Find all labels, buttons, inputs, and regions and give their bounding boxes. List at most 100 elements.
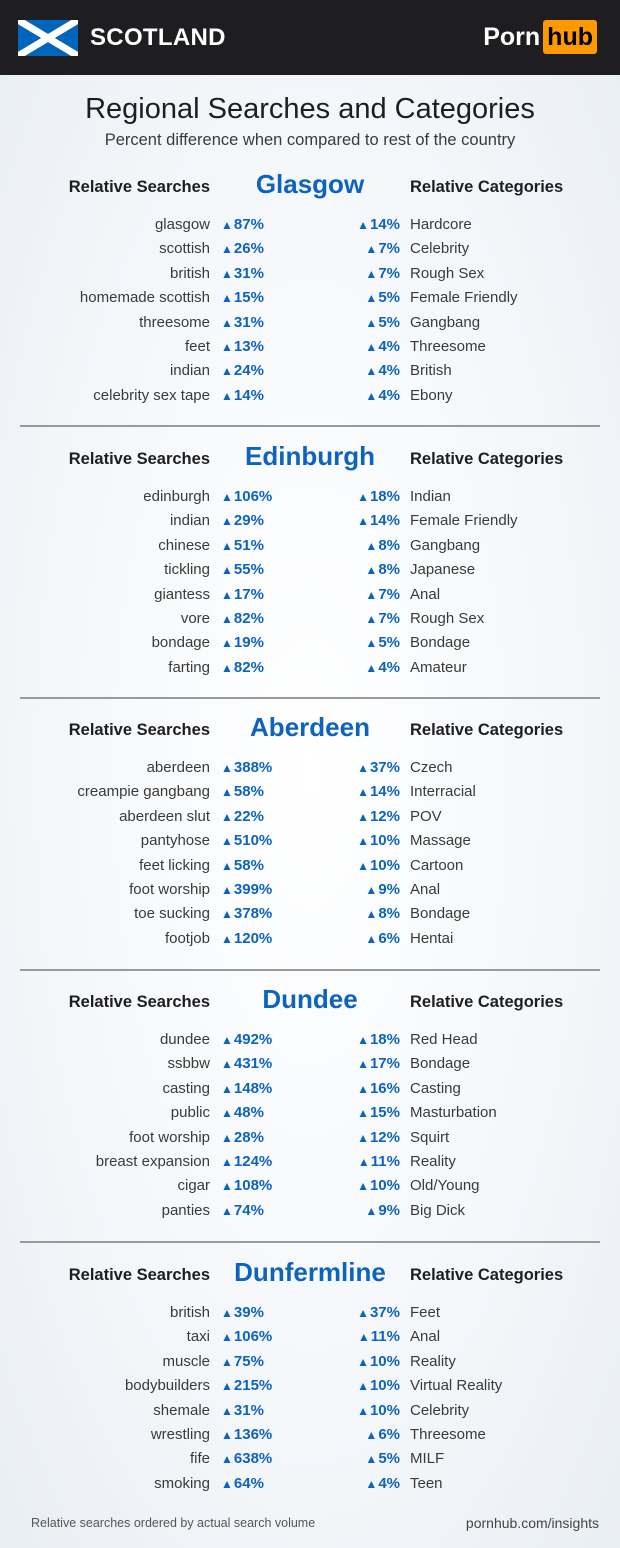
up-triangle-icon: ▲ [221,1081,233,1096]
relative-categories-heading: Relative Categories [410,721,564,739]
relative-searches-heading: Relative Searches [68,450,210,468]
up-triangle-icon: ▲ [365,612,378,626]
search-term: dundee [159,1031,210,1048]
table-row: scottish ▲26% ▲7% Celebrity [0,240,620,262]
category-percent-value: 14% [369,783,400,801]
category-percent: ▲4% [365,387,400,404]
up-triangle-icon: ▲ [221,1403,233,1418]
search-percent-value: 638% [233,1450,273,1468]
up-triangle-icon: ▲ [221,1033,233,1047]
up-triangle-icon: ▲ [365,315,378,330]
category-percent-value: 10% [369,1177,400,1195]
table-row: footjob ▲120% ▲6% Hentai [0,930,620,952]
search-percent-value: 215% [233,1377,273,1395]
relative-categories-heading: Relative Categories [410,1266,564,1284]
section-divider [20,697,600,699]
up-triangle-icon: ▲ [221,883,233,897]
search-percent: ▲64% [221,1475,264,1492]
category-percent: ▲8% [365,537,400,554]
search-percent-value: 431% [233,1055,273,1073]
search-term: taxi [186,1328,210,1346]
table-row: dundee ▲492% ▲18% Red Head [0,1031,620,1053]
region-section-glasgow: Relative Searches Glasgow Relative Categor… [0,169,620,460]
category-percent: ▲7% [365,610,400,627]
table-row: pantyhose ▲510% ▲10% Massage [0,832,620,854]
search-percent: ▲29% [221,512,264,529]
up-triangle-icon: ▲ [357,1130,369,1145]
search-percent: ▲15% [221,289,264,306]
search-percent: ▲48% [221,1104,264,1121]
up-triangle-icon: ▲ [221,218,233,232]
category-percent: ▲11% [358,1328,400,1345]
relative-searches-heading: Relative Searches [68,178,210,196]
search-term: breast expansion [95,1153,210,1170]
category-percent-value: 18% [369,1031,400,1048]
up-triangle-icon: ▲ [221,1155,233,1169]
category-name: Celebrity [410,1401,470,1419]
category-percent: ▲6% [365,1426,400,1443]
up-triangle-icon: ▲ [221,809,233,824]
table-row: edinburgh ▲106% ▲18% Indian [0,488,620,510]
relative-categories-heading: Relative Categories [410,993,564,1011]
table-row: foot worship ▲399% ▲9% Anal [0,881,620,903]
category-name: Squirt [410,1128,450,1146]
category-percent-value: 11% [370,1153,400,1170]
search-percent: ▲55% [221,561,264,578]
search-term: feet [184,338,210,355]
up-triangle-icon: ▲ [365,1428,378,1442]
category-name: Rough Sex [410,264,485,282]
category-percent-value: 4% [378,362,400,380]
category-name: Big Dick [410,1201,466,1219]
category-name: Female Friendly [410,289,518,307]
search-term: indian [169,512,210,530]
table-row: wrestling ▲136% ▲6% Threesome [0,1426,620,1448]
search-term: bodybuilders [124,1377,210,1395]
search-term: creampie gangbang [77,783,210,801]
category-percent-value: 7% [378,585,400,603]
up-triangle-icon: ▲ [221,1476,233,1491]
search-percent-value: 51% [233,536,264,554]
search-percent: ▲58% [221,783,264,800]
category-name: Amateur [410,658,467,676]
search-term: vore [180,610,210,627]
category-percent: ▲8% [365,561,400,578]
up-triangle-icon: ▲ [221,340,233,354]
category-name: Masturbation [410,1104,497,1122]
up-triangle-icon: ▲ [365,931,378,946]
category-percent: ▲14% [357,216,400,233]
region-section-edinburgh: Relative Searches Edinburgh Relative Categ… [0,441,620,732]
up-triangle-icon: ▲ [221,660,233,675]
table-row: british ▲39% ▲37% Feet [0,1304,620,1326]
category-name: Virtual Reality [410,1377,503,1395]
search-term: shemale [153,1401,210,1419]
up-triangle-icon: ▲ [365,587,378,602]
category-percent: ▲4% [365,1475,400,1492]
up-triangle-icon: ▲ [221,490,233,504]
search-term: bondage [151,634,210,652]
category-percent-value: 6% [378,1426,400,1443]
up-triangle-icon: ▲ [221,931,233,946]
category-percent-value: 8% [378,905,400,923]
up-triangle-icon: ▲ [221,1379,233,1394]
footer-source-link[interactable]: pornhub.com/insights [465,1515,599,1531]
search-percent-value: 26% [233,240,264,258]
up-triangle-icon: ▲ [221,1106,233,1121]
page-subtitle: Percent difference when compared to rest… [104,131,516,149]
search-percent: ▲31% [221,314,264,331]
up-triangle-icon: ▲ [221,1354,233,1369]
up-triangle-icon: ▲ [357,490,369,504]
search-term: smoking [154,1474,210,1492]
country-name: SCOTLAND [90,24,226,51]
search-percent: ▲31% [221,265,264,282]
category-name: Anal [410,585,441,603]
category-percent: ▲14% [357,512,400,529]
search-term: casting [162,1079,210,1097]
up-triangle-icon: ▲ [357,785,369,800]
up-triangle-icon: ▲ [221,388,233,403]
up-triangle-icon: ▲ [221,587,233,602]
category-percent-value: 16% [369,1079,400,1097]
category-percent-value: 9% [378,881,400,898]
up-triangle-icon: ▲ [357,1106,369,1121]
category-percent: ▲9% [365,1202,400,1219]
relative-searches-heading: Relative Searches [68,721,210,739]
